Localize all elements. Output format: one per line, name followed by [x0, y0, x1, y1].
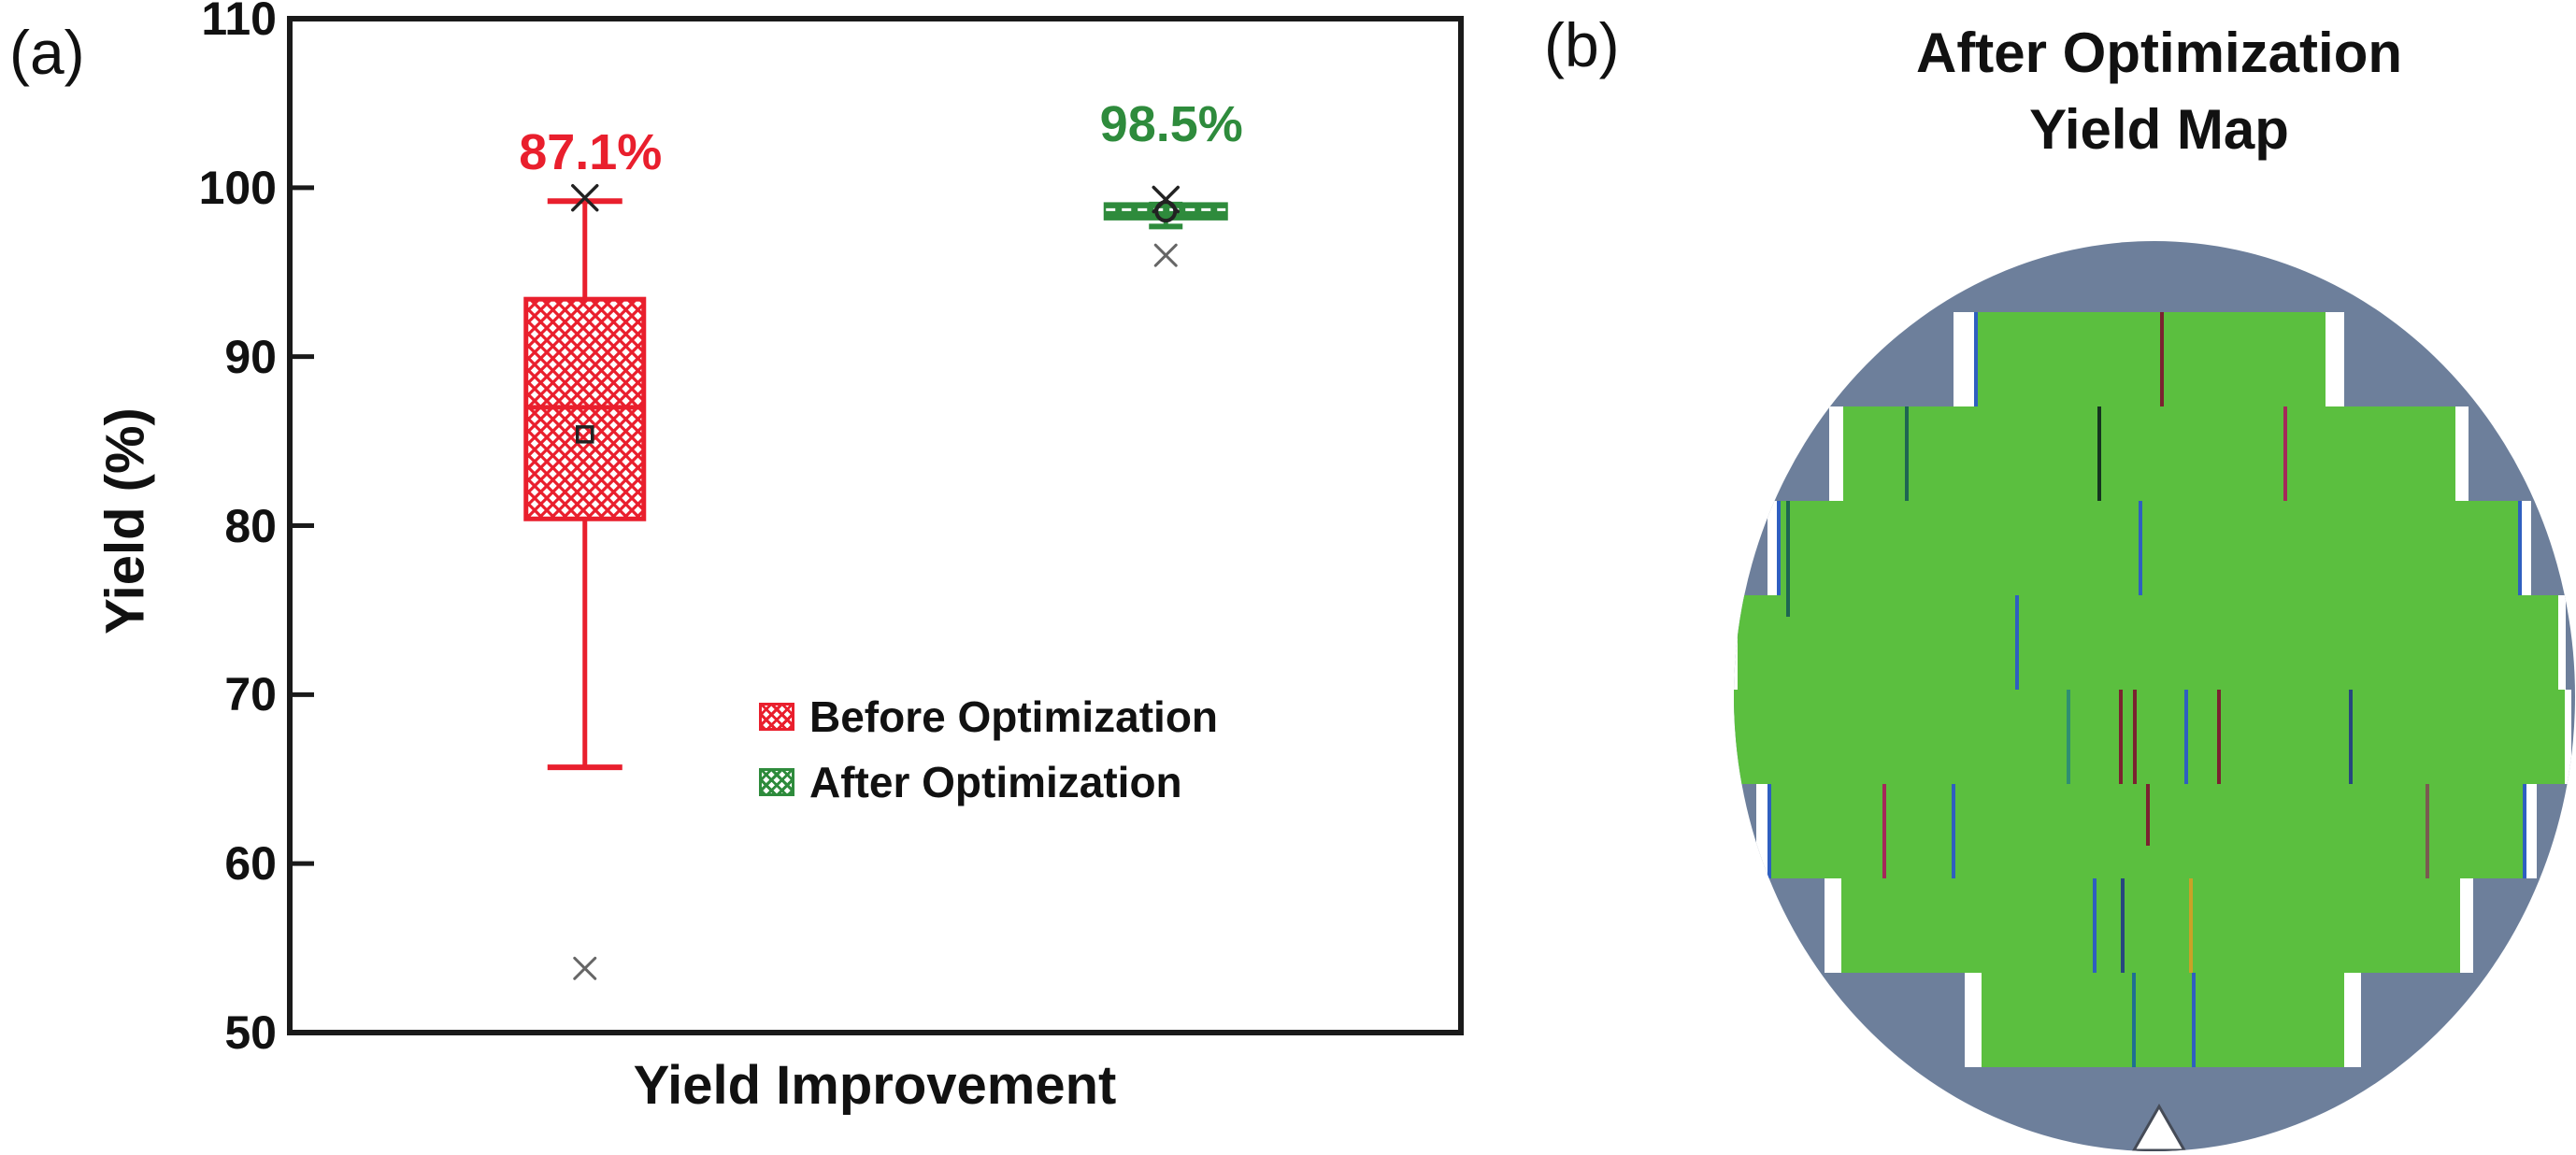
edge-die-left: [1953, 312, 1974, 406]
die-row: [1841, 878, 2460, 973]
edge-die-right: [2455, 406, 2469, 501]
mean-marker-circle: [1154, 200, 1178, 223]
die-row: [1974, 312, 2326, 406]
annotation-2: 98.5%: [1099, 96, 1243, 152]
defect-die-column: [1882, 784, 1886, 878]
annotation-1: 87.1%: [519, 124, 663, 180]
defect-die-column: [1952, 784, 1955, 878]
edge-die-right: [2558, 595, 2566, 690]
die-row: [1843, 406, 2455, 501]
legend-row: Before Optimization: [759, 692, 1218, 742]
edge-die-left: [1829, 406, 1843, 501]
defect-die-column: [2349, 690, 2353, 784]
defect-die-column: [2184, 690, 2188, 784]
defect-die-column: [2132, 973, 2136, 1067]
defect-die-column: [2523, 784, 2526, 878]
edge-die-right: [2460, 878, 2473, 973]
legend-label-2: After Optimization: [809, 758, 1182, 806]
edge-die-left: [1825, 878, 1841, 973]
plot-frame: [287, 16, 1464, 1035]
max-point-marker: [571, 183, 599, 212]
defect-die-column: [2146, 784, 2150, 846]
defect-die-column: [2139, 501, 2142, 595]
defect-die-column: [2160, 312, 2164, 406]
defect-die-column: [1974, 312, 1978, 406]
defect-die-column: [2093, 878, 2097, 973]
edge-die-left: [1756, 784, 1769, 878]
panel-a-label: (a): [9, 18, 85, 87]
outlier-marker: [573, 956, 597, 980]
legend: Before Optimization After Optimization: [759, 692, 1218, 807]
wafer-map-title: After Optimization Yield Map: [1692, 15, 2576, 168]
y-tick-label: 90: [224, 330, 277, 383]
defect-die-column: [2283, 406, 2287, 501]
defect-die-column: [1777, 501, 1781, 595]
wafer-notch: [2131, 1103, 2187, 1151]
legend-row: After Optimization: [759, 757, 1218, 807]
edge-die-right: [2344, 973, 2361, 1067]
box: [1103, 202, 1228, 221]
y-tick-label: 50: [224, 1006, 277, 1059]
box-series-1: [523, 183, 647, 980]
mean-marker-square: [576, 425, 594, 444]
defect-die-column: [2015, 595, 2019, 690]
defect-die-column: [2192, 973, 2196, 1067]
edge-die-right: [2326, 312, 2344, 406]
outlier-marker: [1153, 243, 1178, 267]
edge-die-left: [1965, 973, 1982, 1067]
die-row: [1738, 595, 2558, 690]
max-point-marker: [1152, 185, 1180, 214]
defect-die-column: [2119, 690, 2123, 784]
defect-die-column: [2133, 690, 2137, 784]
edge-die-left: [1724, 690, 1731, 784]
x-axis-title: Yield Improvement: [633, 1055, 1117, 1116]
defect-die-column: [2518, 501, 2522, 595]
die-row: [1982, 973, 2344, 1067]
box-series-2: [1103, 185, 1228, 267]
edge-die-left: [1734, 595, 1738, 690]
defect-die-column: [1905, 406, 1909, 501]
wafer-dies: [1724, 312, 2571, 1151]
wafer-map-title-line2: Yield Map: [2029, 98, 2289, 161]
defect-die-column: [1767, 784, 1771, 878]
y-tick-label: 80: [224, 499, 277, 552]
die-row: [1734, 690, 2565, 784]
wafer-map-title-line1: After Optimization: [1916, 21, 2402, 84]
y-tick-label: 70: [224, 668, 277, 721]
boxplot-panel: [287, 16, 1464, 1035]
edge-die-right: [2524, 784, 2537, 878]
defect-die-column: [2121, 878, 2125, 973]
defect-die-column: [2097, 406, 2101, 501]
defect-die-column: [2189, 878, 2193, 973]
wafer-map: [1724, 241, 2575, 1151]
y-tick-label: 100: [198, 161, 277, 214]
defect-die-column: [2217, 690, 2221, 784]
y-tick-label: 60: [224, 837, 277, 891]
y-tick-label: 110: [201, 0, 277, 45]
die-row: [1781, 501, 2518, 595]
defect-die-column: [2067, 690, 2070, 784]
defect-die-column: [2426, 784, 2429, 878]
legend-swatch-2: [759, 768, 794, 796]
legend-swatch-1: [759, 703, 794, 731]
panel-b-label: (b): [1544, 10, 1620, 79]
defect-die-column: [1786, 501, 1790, 617]
legend-label-1: Before Optimization: [809, 692, 1219, 741]
edge-die-right: [2565, 690, 2571, 784]
